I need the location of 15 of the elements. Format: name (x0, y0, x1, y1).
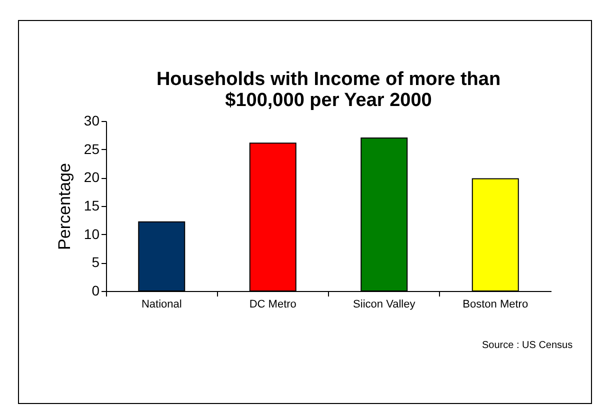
x-tick-label: National (141, 298, 182, 310)
x-tick-label: Siicon Valley (353, 298, 416, 310)
y-tick-label: 10 (84, 226, 100, 242)
y-tick-label: 20 (84, 169, 100, 186)
y-tick-label: 25 (84, 140, 100, 157)
y-tick-label: 30 (84, 112, 100, 128)
y-axis-title: Percentage (54, 163, 74, 250)
source-note: Source : US Census (482, 340, 573, 351)
text: $100,000 per Year 2000 (225, 90, 432, 111)
x-tick-label: DC Metro (249, 298, 296, 310)
y-tick-label: 0 (92, 282, 100, 298)
y-tick-label: 5 (92, 254, 100, 270)
x-tick-label: Boston Metro (462, 298, 528, 310)
text: Households with Income of more than (156, 69, 501, 90)
y-tick-label: 15 (84, 198, 100, 214)
